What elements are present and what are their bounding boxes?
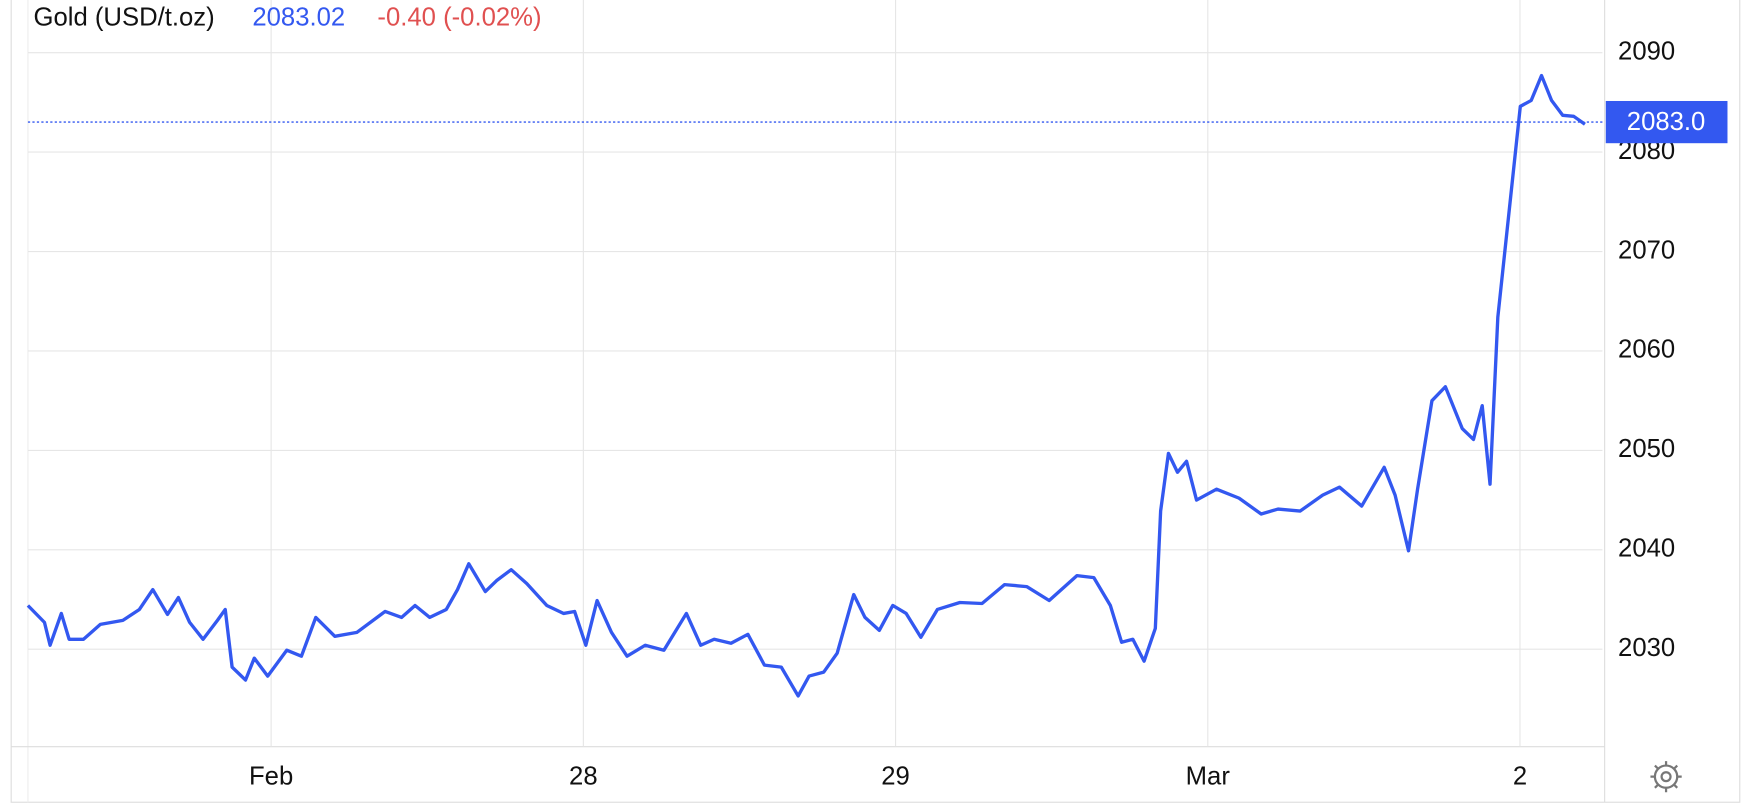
x-tick-label: Feb [249, 763, 293, 791]
plot [26, 73, 1603, 698]
header-change: -0.40 (-0.02%) [377, 4, 541, 32]
last-price-label: 2083.0 [1627, 108, 1706, 136]
y-tick-label: 2030 [1618, 634, 1675, 662]
last-price-tag [1605, 100, 1728, 144]
y-tick-label: 2090 [1618, 37, 1675, 65]
header-price: 2083.02 [252, 4, 345, 32]
x-tick-label: Mar [1186, 763, 1231, 791]
y-tick-label: 2040 [1618, 535, 1675, 563]
x-tick-label: 28 [569, 763, 598, 791]
price-line [26, 73, 1586, 698]
grid [27, 0, 1603, 747]
x-tick-label: 29 [881, 763, 910, 791]
gear-teeth[interactable] [1650, 761, 1682, 793]
gear-inner[interactable] [1660, 771, 1672, 783]
y-tick-label: 2050 [1618, 435, 1675, 463]
settings-icon[interactable] [1650, 761, 1682, 793]
chart-frame [10, 0, 1741, 803]
y-tick-label: 2060 [1618, 336, 1675, 364]
y-tick-label: 2070 [1618, 236, 1675, 264]
chart-title: Gold (USD/t.oz) [34, 4, 215, 32]
x-tick-label: 2 [1513, 763, 1527, 791]
